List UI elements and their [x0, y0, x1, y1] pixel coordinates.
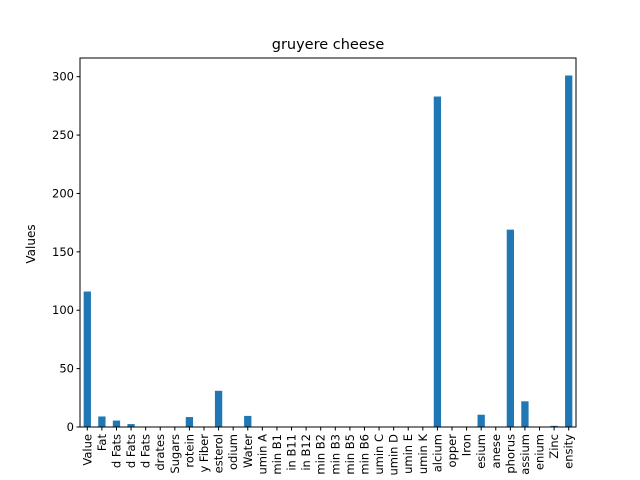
x-tick-label: phorus [503, 434, 517, 474]
x-tick-label: Sugars [168, 434, 182, 474]
y-tick-label: 100 [52, 303, 74, 317]
x-tick-label: min B2 [314, 434, 328, 475]
y-tick-label: 150 [52, 245, 74, 259]
y-tick-label: 0 [67, 420, 74, 434]
y-tick-label: 250 [52, 128, 74, 142]
x-tick-label: esterol [212, 434, 226, 473]
x-tick-label: min B1 [270, 434, 284, 475]
bar [433, 96, 442, 427]
bar [506, 229, 514, 427]
bar [127, 424, 135, 427]
bars-group [83, 75, 573, 428]
bar [565, 75, 573, 428]
x-tick-label: in B12 [299, 434, 313, 471]
x-tick-label: d Fats [124, 434, 138, 468]
x-tick-label: rotein [182, 434, 196, 468]
x-tick-label: anese [489, 434, 503, 468]
x-tick-label: ensity [562, 434, 576, 469]
bar [550, 425, 558, 427]
y-tick-label: 50 [59, 362, 74, 376]
x-tick-label: drates [153, 434, 167, 471]
bar [214, 390, 223, 427]
x-tick-label: min B3 [328, 434, 342, 475]
bar [185, 417, 194, 427]
x-tick-label: esium [474, 434, 488, 469]
bar [244, 415, 252, 427]
x-tick-label: enium [533, 434, 547, 470]
x-tick-label: y Fiber [197, 434, 211, 473]
x-tick-label: Value [80, 434, 94, 466]
y-axis-label: Values [24, 224, 38, 263]
bar [83, 291, 91, 427]
x-tick-label: Iron [460, 434, 474, 456]
bar [112, 420, 121, 427]
x-tick-label: alcium [430, 434, 444, 472]
x-tick-label: umin E [401, 434, 415, 474]
y-tick-label: 300 [52, 70, 74, 84]
x-tick-label: umin D [387, 434, 401, 476]
x-axis: Value Fat d Fats d Fats d Fats drates Sugars ro… [80, 427, 576, 476]
x-tick-label: d Fats [109, 434, 123, 468]
x-tick-label: Water [241, 434, 255, 468]
bar [477, 414, 485, 427]
bar [521, 401, 529, 427]
x-tick-label: min B6 [357, 434, 371, 475]
plot-frame [79, 57, 577, 428]
y-tick-label: 200 [52, 186, 74, 200]
x-tick-label: in B11 [285, 434, 299, 471]
bar [98, 416, 106, 427]
x-tick-label: umin K [416, 434, 430, 475]
x-tick-label: d Fats [139, 434, 153, 468]
x-tick-label: Fat [95, 434, 109, 452]
y-axis: 0 50 100 150 200 250 300 [52, 70, 80, 434]
x-tick-label: opper [445, 434, 459, 468]
chart-title: gruyere cheese [272, 37, 385, 53]
x-tick-label: Zinc [547, 434, 561, 459]
x-tick-label: assium [518, 434, 532, 475]
x-tick-label: umin C [372, 434, 386, 475]
x-tick-label: min B5 [343, 434, 357, 475]
x-tick-label: umin A [255, 434, 269, 475]
x-tick-label: odium [226, 434, 240, 470]
